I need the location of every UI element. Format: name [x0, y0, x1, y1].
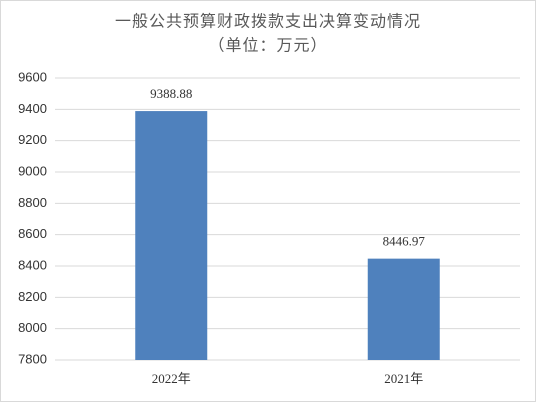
- y-tick-label: 9200: [18, 132, 47, 147]
- bar: [135, 111, 208, 360]
- y-tick-label: 8800: [18, 195, 47, 210]
- chart-title: 一般公共预算财政拨款支出决算变动情况: [115, 12, 421, 31]
- data-label: 9388.88: [150, 86, 192, 101]
- y-tick-label: 8400: [18, 257, 47, 272]
- y-tick-label: 8200: [18, 289, 47, 304]
- x-tick-label: 2021年: [384, 371, 423, 386]
- y-tick-label: 7800: [18, 351, 47, 366]
- y-tick-label: 9400: [18, 101, 47, 116]
- y-tick-label: 9000: [18, 163, 47, 178]
- y-tick-label: 8600: [18, 226, 47, 241]
- x-tick-label: 2022年: [152, 371, 191, 386]
- y-tick-label: 8000: [18, 320, 47, 335]
- data-label: 8446.97: [383, 234, 426, 249]
- chart-subtitle: （单位：万元）: [208, 36, 327, 55]
- bar: [367, 258, 440, 360]
- y-tick-label: 9600: [18, 69, 47, 84]
